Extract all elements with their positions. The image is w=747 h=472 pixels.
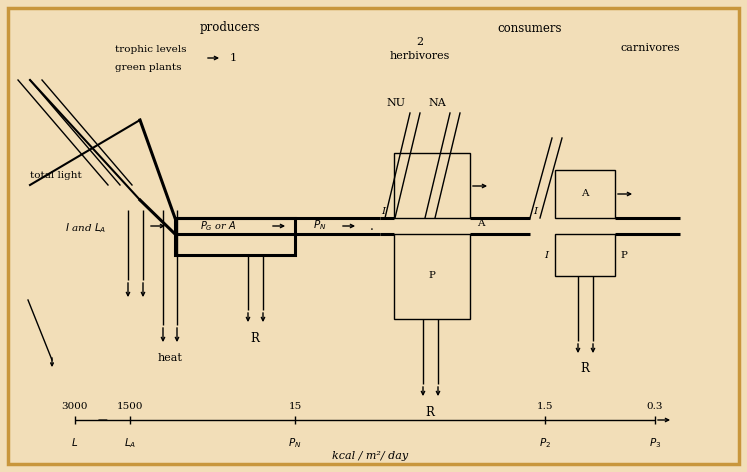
Text: $P_G$ or $A$: $P_G$ or $A$ — [200, 219, 236, 233]
Bar — [394, 234, 470, 319]
Text: $P_N$: $P_N$ — [288, 436, 302, 450]
Text: 1.5: 1.5 — [537, 402, 554, 411]
Text: I: I — [381, 207, 385, 216]
Bar — [394, 153, 470, 218]
Text: R: R — [250, 331, 259, 345]
Text: NU: NU — [386, 98, 406, 108]
Text: 1: 1 — [230, 53, 237, 63]
Text: P: P — [620, 251, 627, 260]
Text: $P_N$: $P_N$ — [313, 218, 326, 232]
Bar — [555, 234, 615, 276]
Text: producers: producers — [199, 22, 260, 34]
Text: trophic levels: trophic levels — [115, 45, 187, 54]
Text: herbivores: herbivores — [390, 51, 450, 61]
Text: kcal / m²/ day: kcal / m²/ day — [332, 451, 408, 461]
Text: 0.3: 0.3 — [647, 402, 663, 411]
Text: .: . — [370, 219, 374, 233]
Text: carnivores: carnivores — [620, 43, 680, 53]
Text: $P_2$: $P_2$ — [539, 436, 551, 450]
Text: 15: 15 — [288, 402, 302, 411]
Text: $L$: $L$ — [72, 436, 78, 448]
Text: I: I — [533, 207, 537, 216]
Text: R: R — [426, 405, 435, 419]
Text: 3000: 3000 — [62, 402, 88, 411]
Text: consumers: consumers — [498, 22, 562, 34]
Text: A: A — [477, 219, 485, 228]
Text: R: R — [580, 362, 589, 376]
Text: NA: NA — [428, 98, 446, 108]
Text: 2: 2 — [416, 37, 424, 47]
Text: $I$ and $L_A$: $I$ and $L_A$ — [65, 221, 106, 235]
Text: —: — — [97, 415, 107, 424]
Text: A: A — [581, 189, 589, 199]
Text: P: P — [429, 271, 436, 280]
Text: heat: heat — [158, 353, 182, 363]
Text: $P_3$: $P_3$ — [649, 436, 661, 450]
Text: green plants: green plants — [115, 64, 182, 73]
Text: I: I — [544, 251, 548, 260]
Bar — [555, 170, 615, 218]
Text: 1500: 1500 — [117, 402, 143, 411]
Text: total light: total light — [30, 170, 81, 179]
Text: $L_A$: $L_A$ — [124, 436, 136, 450]
Bar — [175, 218, 295, 255]
